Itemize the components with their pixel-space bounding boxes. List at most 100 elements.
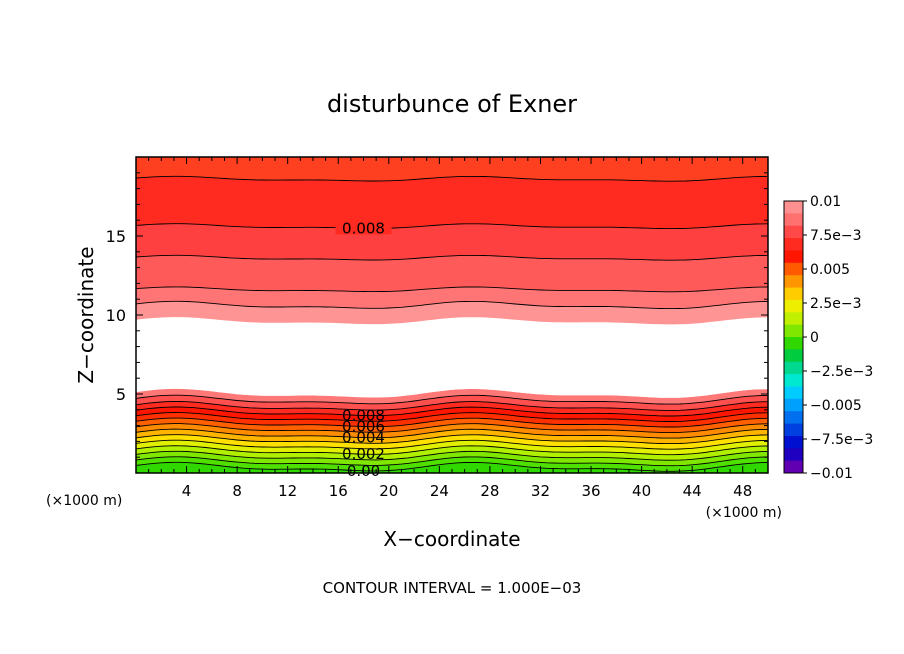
colorbar-tick-label: −0.005 bbox=[810, 398, 862, 414]
contour-band bbox=[136, 388, 768, 405]
contour-line bbox=[136, 254, 768, 261]
contour-interval-note: CONTOUR INTERVAL = 1.000E−03 bbox=[323, 579, 582, 597]
x-tick-label: 8 bbox=[232, 482, 242, 500]
x-tick-label: 4 bbox=[182, 482, 192, 500]
chart-title: disturbunce of Exner bbox=[327, 90, 577, 118]
y-tick-label: 5 bbox=[116, 385, 126, 404]
colorbar-swatch bbox=[784, 435, 803, 449]
colorbar-tick-label: 7.5e−3 bbox=[810, 228, 862, 244]
contour-band bbox=[136, 462, 768, 473]
x-tick-label: 20 bbox=[379, 482, 398, 500]
contour-line bbox=[136, 406, 768, 417]
colorbar-swatch bbox=[784, 213, 803, 227]
contour-band bbox=[136, 445, 768, 461]
colorbar-swatch bbox=[784, 225, 803, 239]
x-tick-label: 44 bbox=[683, 482, 702, 500]
colorbar-tick-label: 0.005 bbox=[810, 262, 850, 278]
contour-label-bg bbox=[335, 220, 392, 235]
contour-lines bbox=[136, 175, 768, 472]
contour-line bbox=[136, 300, 768, 310]
y-unit-label: (×1000 m) bbox=[46, 493, 122, 509]
contour-label: 0.008 bbox=[342, 406, 385, 424]
colorbar-tick-label: −2.5e−3 bbox=[810, 364, 873, 380]
x-axis-label: X−coordinate bbox=[383, 527, 520, 551]
colorbar-tick-label: 2.5e−3 bbox=[810, 296, 862, 312]
contour-band bbox=[136, 429, 768, 444]
contour-band bbox=[136, 434, 768, 450]
contour-band bbox=[136, 412, 768, 427]
colorbar-swatch bbox=[784, 460, 803, 474]
colorbar-swatch bbox=[784, 287, 803, 301]
contour-band bbox=[136, 401, 768, 416]
x-tick-label: 12 bbox=[278, 482, 297, 500]
colorbar-tick-label: −7.5e−3 bbox=[810, 432, 873, 448]
contour-band bbox=[136, 286, 768, 309]
colorbar-swatch bbox=[784, 201, 803, 214]
x-tick-label: 32 bbox=[531, 482, 550, 500]
colorbar: 0.01 7.5e−3 0.005 2.5e−3 0 −2.5e−3 −0.005 −7.5e… bbox=[783, 194, 873, 482]
x-axis: 4 8 12 16 20 24 28 32 36 40 44 48 bbox=[135, 157, 769, 500]
contour-band bbox=[136, 423, 768, 439]
contour-bands bbox=[136, 157, 768, 473]
x-tick-label: 48 bbox=[733, 482, 752, 500]
contour-line bbox=[136, 412, 768, 422]
contour-band bbox=[136, 407, 768, 422]
contour-line bbox=[136, 417, 768, 428]
colorbar-swatch bbox=[784, 250, 803, 264]
contour-band bbox=[136, 451, 768, 466]
colorbar-swatch bbox=[784, 238, 803, 251]
colorbar-swatch bbox=[784, 361, 803, 375]
colorbar-swatch bbox=[784, 324, 803, 338]
contour-line bbox=[136, 394, 768, 405]
x-unit-label: (×1000 m) bbox=[706, 505, 782, 521]
x-tick-label: 40 bbox=[632, 482, 651, 500]
contour-band bbox=[136, 418, 768, 433]
colorbar-swatch bbox=[784, 337, 803, 350]
colorbar-swatch bbox=[784, 262, 803, 276]
y-tick-label: 10 bbox=[106, 306, 126, 325]
colorbar-swatch bbox=[784, 448, 803, 462]
contour-label: 0.006 bbox=[342, 418, 385, 436]
colorbar-swatch bbox=[784, 299, 803, 313]
contour-label: 0.008 bbox=[342, 219, 385, 237]
colorbar-tick-label: 0 bbox=[810, 330, 819, 346]
colorbar-swatch bbox=[784, 312, 803, 326]
contour-band bbox=[136, 456, 768, 472]
colorbar-swatch bbox=[784, 411, 803, 425]
colorbar-swatch bbox=[784, 398, 803, 412]
contour-band bbox=[136, 440, 768, 455]
colorbar-swatch bbox=[784, 275, 803, 289]
contour-line bbox=[136, 423, 768, 434]
contour-line bbox=[136, 461, 768, 472]
contour-label: 0.004 bbox=[342, 429, 385, 447]
contour-band bbox=[136, 317, 768, 398]
y-axis-label: Z−coordinate bbox=[74, 246, 98, 383]
contour-band bbox=[136, 157, 768, 182]
colorbar-swatch bbox=[784, 374, 803, 387]
contour-line bbox=[136, 223, 768, 230]
contour-line bbox=[136, 428, 768, 439]
contour-band bbox=[136, 176, 768, 229]
y-tick-label: 15 bbox=[106, 227, 126, 246]
colorbar-tick-label: 0.01 bbox=[810, 194, 841, 210]
contour-line bbox=[136, 439, 768, 450]
x-tick-label: 28 bbox=[480, 482, 499, 500]
y-axis: 5 10 15 bbox=[106, 156, 768, 474]
x-tick-label: 16 bbox=[329, 482, 348, 500]
contour-line bbox=[136, 434, 768, 445]
contour-line bbox=[136, 456, 768, 467]
contour-band bbox=[136, 223, 768, 261]
contour-band bbox=[136, 255, 768, 292]
colorbar-tick-label: −0.01 bbox=[810, 466, 853, 482]
x-tick-label: 24 bbox=[430, 482, 449, 500]
contour-label: 0.002 bbox=[342, 445, 385, 463]
colorbar-swatch bbox=[784, 386, 803, 400]
contour-line bbox=[136, 175, 768, 182]
colorbar-swatch bbox=[784, 349, 803, 363]
contour-line bbox=[136, 401, 768, 411]
x-tick-label: 36 bbox=[581, 482, 600, 500]
contour-line bbox=[136, 445, 768, 456]
contour-band bbox=[136, 395, 768, 411]
contour-line bbox=[136, 450, 768, 461]
